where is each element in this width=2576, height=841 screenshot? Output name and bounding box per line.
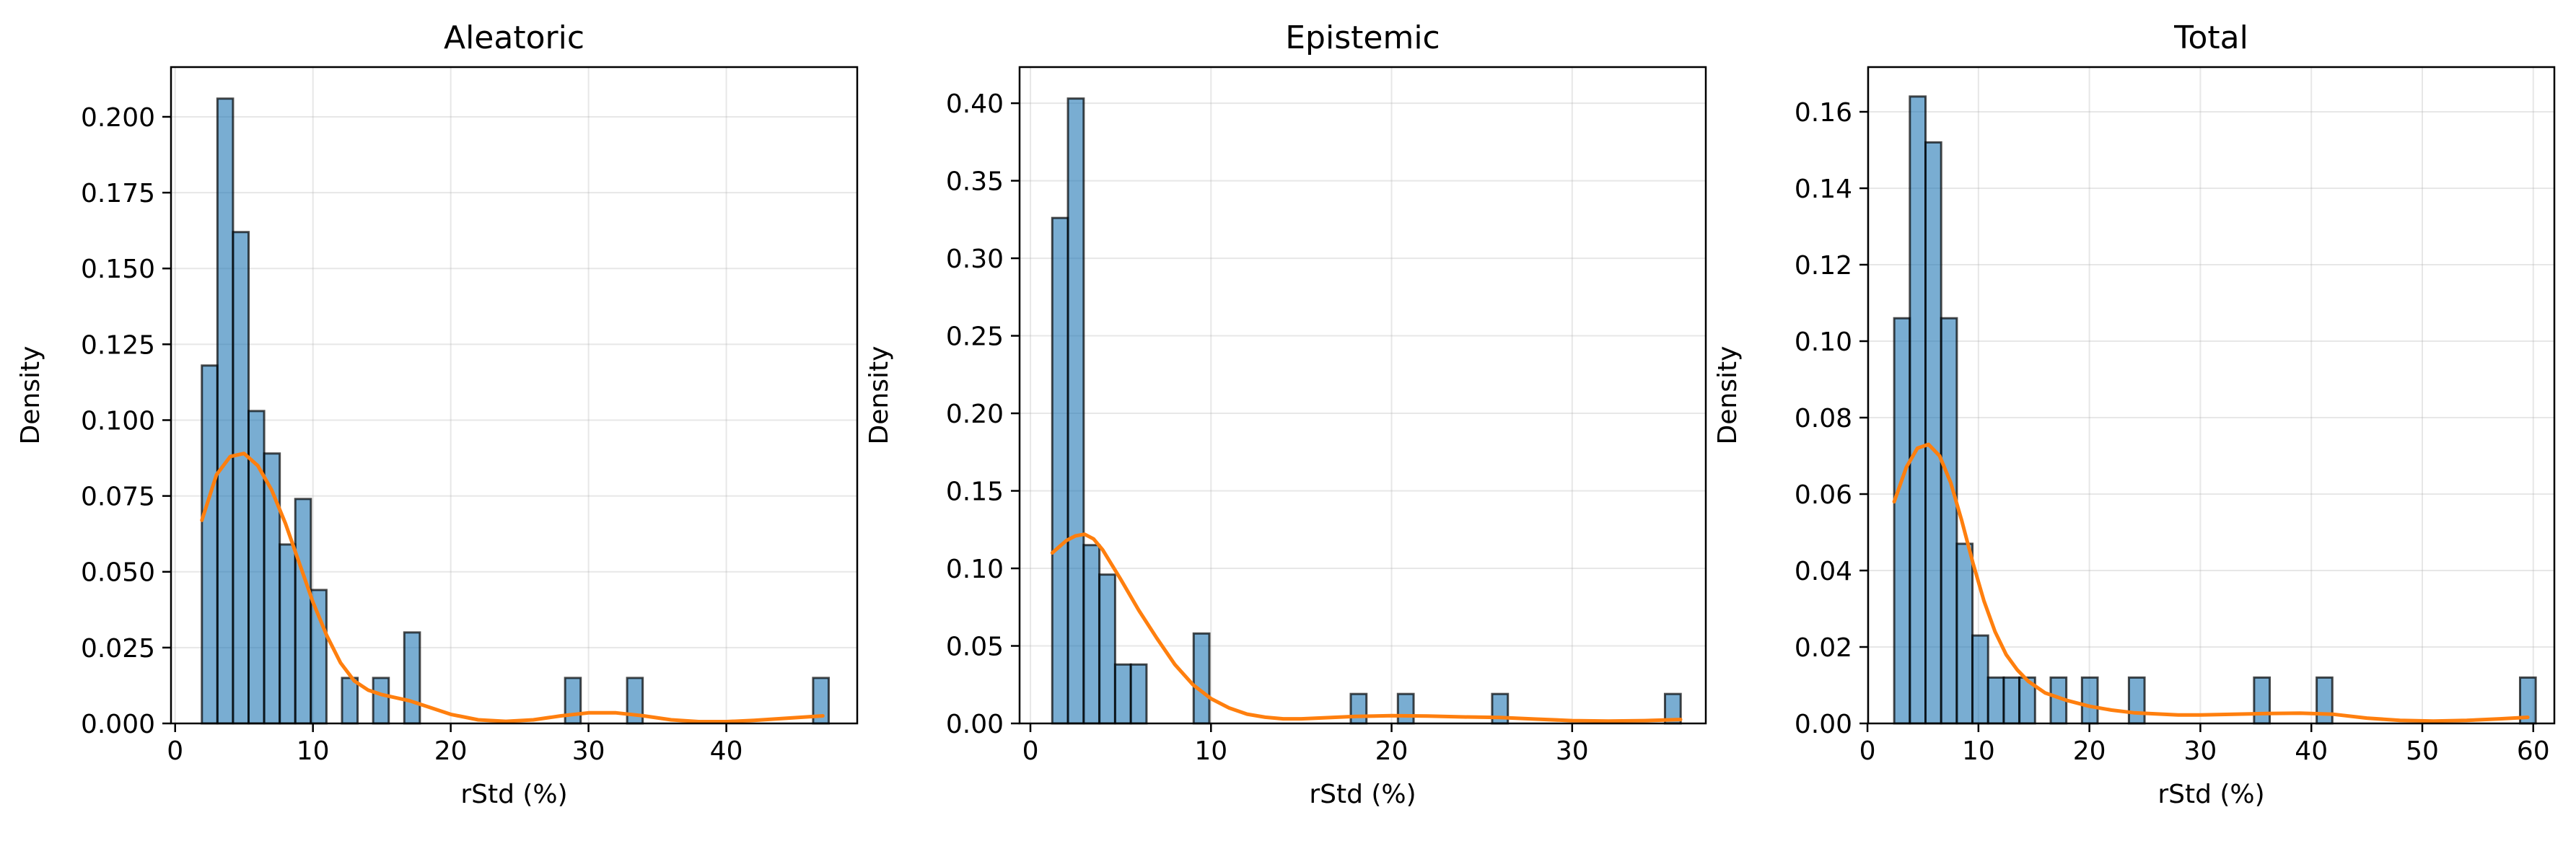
x-tick-label: 10 (1962, 736, 1995, 766)
x-tick-label: 50 (2406, 736, 2439, 766)
x-tick-label: 20 (434, 736, 468, 766)
y-tick-label: 0.02 (1795, 633, 1852, 663)
axes-frame (170, 66, 859, 725)
x-tick-label: 60 (2517, 736, 2550, 766)
y-axis-label: Density (1713, 346, 1743, 445)
histogram-bar (294, 498, 312, 725)
histogram-bar (1893, 317, 1911, 725)
x-tick-label: 0 (1859, 736, 1876, 766)
y-tick-label: 0.14 (1795, 175, 1852, 204)
kde-curve (200, 452, 825, 723)
y-tick-label: 0.35 (946, 167, 1004, 197)
chart-panel-1: 0 10 20 30 40 0.000 0.025 0.050 0.075 0.100 0.125 0… (16, 19, 859, 809)
histogram-bar (1955, 542, 1974, 725)
y-tick-label: 0.25 (946, 322, 1004, 352)
x-axis-label: rStd (%) (2157, 780, 2264, 809)
chart-panel-3: 0 10 20 30 40 50 60 0.00 0.02 0.04 0.06 0.08 0.10 0.1… (1713, 19, 2556, 809)
histogram-bar (2127, 676, 2146, 725)
histogram-bar (201, 364, 219, 725)
histogram-bar (1098, 573, 1116, 725)
x-axis-label: rStd (%) (1309, 780, 1416, 809)
x-tick-label: 40 (710, 736, 743, 766)
y-tick-label: 0.10 (1795, 327, 1852, 357)
axes-frame (1018, 66, 1707, 725)
y-tick-label: 0.06 (1795, 480, 1852, 510)
kde-curve (1050, 532, 1683, 723)
y-tick-label: 0.150 (81, 255, 155, 284)
y-tick-label: 0.050 (81, 558, 155, 588)
kde-curve (1892, 442, 2530, 723)
x-axis-label: rStd (%) (460, 780, 567, 809)
x-tick-label: 10 (1194, 736, 1227, 766)
histogram-bar (1192, 632, 1211, 725)
axes-frame (1867, 66, 2556, 725)
histogram-bar (1940, 317, 1958, 725)
y-tick-label: 0.20 (946, 400, 1004, 429)
y-tick-label: 0.200 (81, 103, 155, 133)
x-tick-label: 0 (167, 736, 183, 766)
x-tick-label: 10 (297, 736, 330, 766)
y-tick-label: 0.04 (1795, 557, 1852, 586)
chart-title: Total (2173, 19, 2248, 56)
y-tick-label: 0.05 (946, 633, 1004, 662)
y-tick-label: 0.10 (946, 555, 1004, 584)
histogram-bar (1349, 692, 1368, 725)
y-axis-label: Density (864, 346, 894, 445)
x-tick-label: 20 (2073, 736, 2106, 766)
histogram-bar (1909, 95, 1927, 725)
y-axis-label: Density (16, 346, 45, 445)
y-tick-label: 0.000 (81, 710, 155, 739)
chart-title: Epistemic (1285, 19, 1440, 56)
histogram-bar (279, 543, 297, 725)
histogram-bar (2316, 676, 2334, 725)
x-tick-label: 30 (1556, 736, 1589, 766)
histogram-bar (232, 231, 250, 725)
histogram-bar (2080, 676, 2099, 725)
y-tick-label: 0.075 (81, 483, 155, 512)
histogram-bar (403, 631, 421, 725)
y-tick-label: 0.40 (946, 89, 1004, 119)
x-tick-label: 30 (2184, 736, 2217, 766)
x-tick-label: 20 (1375, 736, 1409, 766)
histogram-bar (1051, 216, 1069, 725)
y-tick-label: 0.025 (81, 634, 155, 664)
y-tick-label: 0.175 (81, 179, 155, 208)
y-tick-label: 0.100 (81, 406, 155, 436)
histogram-bar (2253, 676, 2271, 725)
y-tick-label: 0.00 (946, 710, 1004, 739)
x-tick-label: 0 (1022, 736, 1039, 766)
histogram-bar (1986, 676, 2005, 725)
histogram-bar (1082, 544, 1101, 725)
histogram-bar (341, 677, 359, 725)
y-tick-label: 0.125 (81, 330, 155, 360)
y-tick-label: 0.30 (946, 245, 1004, 274)
chart-panel-2: 0 10 20 30 0.00 0.05 0.10 0.15 0.20 0.25 0.30 0.35 0… (864, 19, 1707, 809)
y-tick-label: 0.15 (946, 477, 1004, 507)
histogram-bar (310, 589, 328, 725)
histogram-bar (372, 677, 390, 725)
histogram-bar (1396, 692, 1415, 725)
histogram-bar (1924, 141, 1942, 725)
y-tick-label: 0.00 (1795, 710, 1852, 739)
histogram-bar (1113, 663, 1132, 725)
y-tick-label: 0.08 (1795, 404, 1852, 433)
y-tick-label: 0.16 (1795, 98, 1852, 128)
histogram-bar (1971, 634, 1989, 725)
histogram-bar (216, 97, 235, 725)
x-tick-label: 30 (572, 736, 605, 766)
histogram-bar (1129, 663, 1148, 725)
x-tick-label: 40 (2295, 736, 2328, 766)
chart-title: Aleatoric (444, 19, 584, 56)
histogram-bar (2002, 676, 2021, 725)
y-tick-label: 0.12 (1795, 251, 1852, 281)
histogram-bar (1066, 97, 1085, 725)
